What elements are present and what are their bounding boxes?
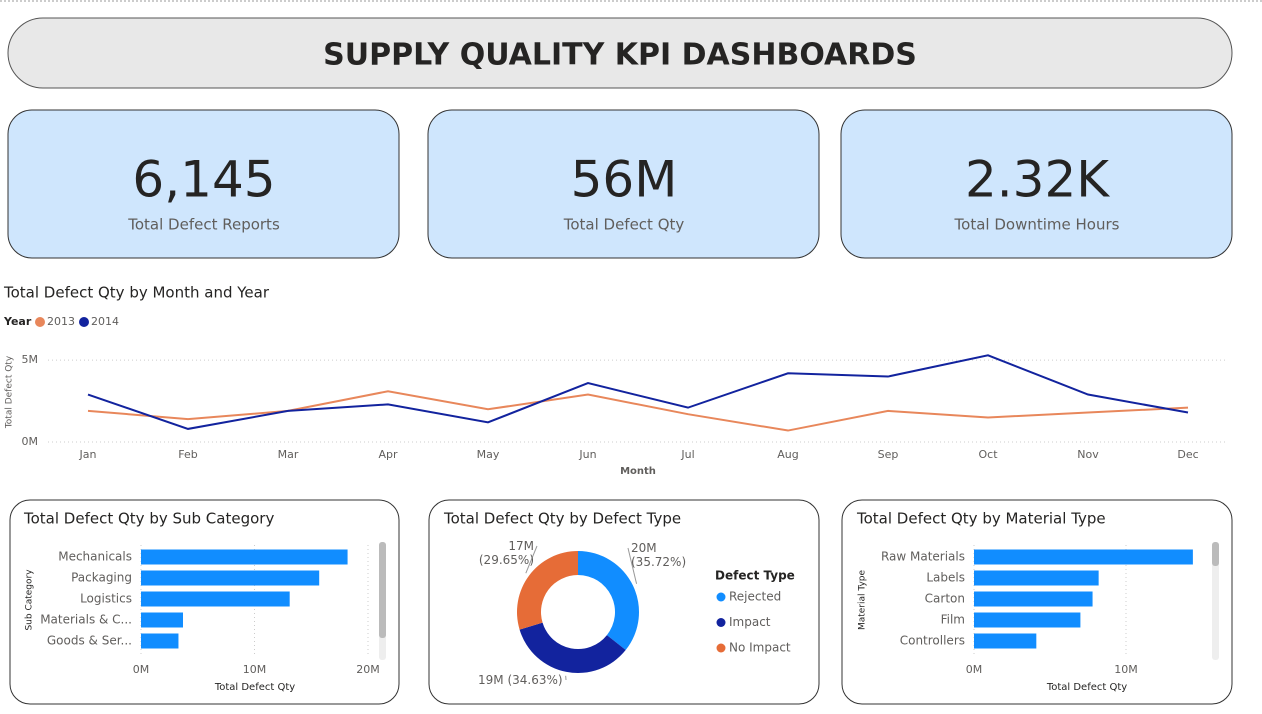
- legend-label: 2014: [91, 315, 119, 328]
- bar: [974, 549, 1193, 565]
- y-tick-label: Controllers: [900, 634, 965, 648]
- scrollbar-thumb[interactable]: [1212, 542, 1219, 566]
- x-tick-label: Sep: [878, 448, 899, 461]
- bar: [974, 612, 1081, 628]
- chart-title: Total Defect Qty by Sub Category: [23, 510, 274, 528]
- x-tick-label: Jun: [578, 448, 596, 461]
- donut-slice: [578, 551, 639, 651]
- x-tick-label: 0M: [966, 663, 983, 676]
- y-tick-label: Raw Materials: [881, 550, 965, 564]
- dashboard-title: SUPPLY QUALITY KPI DASHBOARDS: [323, 38, 917, 73]
- y-tick-label: Logistics: [80, 592, 132, 606]
- legend-title: Year: [3, 315, 32, 328]
- data-label: 17M (29.65%): [478, 539, 534, 567]
- x-tick-label: Dec: [1177, 448, 1198, 461]
- kpi-label: Total Downtime Hours: [954, 216, 1120, 234]
- kpi-card: [7, 109, 400, 259]
- donut-slice: [517, 551, 578, 630]
- kpi-label: Total Defect Qty: [563, 216, 685, 234]
- y-axis-title: Sub Category: [25, 569, 35, 631]
- data-label: 19M (34.63%): [478, 673, 563, 687]
- chart-title: Total Defect Qty by Month and Year: [3, 284, 270, 302]
- bar: [141, 591, 290, 607]
- legend-marker: [79, 317, 89, 327]
- legend-marker: [716, 643, 726, 653]
- title-box: [7, 17, 1233, 89]
- legend-label: Impact: [729, 615, 771, 629]
- legend-label: Rejected: [729, 590, 781, 604]
- y-tick-label: Carton: [925, 592, 965, 606]
- y-tick-label: Materials & C...: [40, 613, 132, 627]
- legend-marker: [716, 618, 726, 627]
- legend-title: Defect Type: [715, 569, 795, 583]
- bar: [141, 612, 183, 628]
- y-tick-label: Labels: [926, 571, 965, 585]
- x-tick-label: Aug: [777, 448, 798, 461]
- kpi-card: [427, 109, 820, 259]
- y-axis-title: Material Type: [858, 569, 868, 630]
- bar: [974, 591, 1093, 607]
- x-axis-title: Total Defect Qty: [214, 682, 295, 693]
- kpi-card: [840, 109, 1233, 259]
- line-series: [87, 354, 1189, 430]
- x-tick-label: 20M: [356, 663, 380, 676]
- x-tick-label: Oct: [978, 448, 998, 461]
- chart-title: Total Defect Qty by Material Type: [856, 510, 1106, 528]
- legend-marker: [716, 592, 726, 602]
- data-label: 20M (35.72%): [631, 541, 687, 569]
- y-tick-label: Goods & Ser...: [47, 634, 132, 648]
- x-axis-title: Total Defect Qty: [1046, 682, 1127, 693]
- kpi-value: 2.32K: [965, 151, 1110, 209]
- x-tick-label: Mar: [278, 448, 299, 461]
- bar: [974, 570, 1099, 586]
- line-series: [87, 390, 1189, 432]
- leader-line: [627, 547, 638, 584]
- x-tick-label: Feb: [178, 448, 197, 461]
- y-tick-label: Packaging: [71, 571, 132, 585]
- y-tick-label: 0M: [22, 435, 39, 448]
- x-tick-label: 10M: [1114, 663, 1138, 676]
- bar: [974, 633, 1037, 649]
- x-tick-label: Nov: [1077, 448, 1099, 461]
- legend-label: No Impact: [729, 641, 791, 655]
- donut-slice: [519, 622, 626, 673]
- bar: [141, 549, 348, 565]
- scrollbar-track: [1212, 542, 1219, 660]
- kpi-value: 56M: [571, 151, 678, 209]
- x-tick-label: Apr: [378, 448, 398, 461]
- x-tick-label: Jan: [79, 448, 97, 461]
- legend-label: 2013: [47, 315, 75, 328]
- legend-marker: [35, 317, 45, 327]
- bar: [141, 570, 320, 586]
- y-axis-title: Total Defect Qty: [5, 355, 15, 429]
- x-axis-title: Month: [620, 466, 656, 477]
- x-tick-label: 0M: [133, 663, 150, 676]
- y-tick-label: Mechanicals: [58, 550, 132, 564]
- leader-line: [525, 545, 538, 574]
- x-tick-label: 10M: [243, 663, 267, 676]
- y-tick-label: 5M: [22, 353, 39, 366]
- kpi-label: Total Defect Reports: [127, 216, 280, 234]
- bar: [141, 633, 179, 649]
- kpi-value: 6,145: [132, 151, 275, 209]
- chart-title: Total Defect Qty by Defect Type: [443, 510, 681, 528]
- x-tick-label: Jul: [680, 448, 694, 461]
- x-tick-label: May: [477, 448, 500, 461]
- scrollbar-thumb[interactable]: [379, 542, 386, 638]
- y-tick-label: Film: [941, 613, 965, 627]
